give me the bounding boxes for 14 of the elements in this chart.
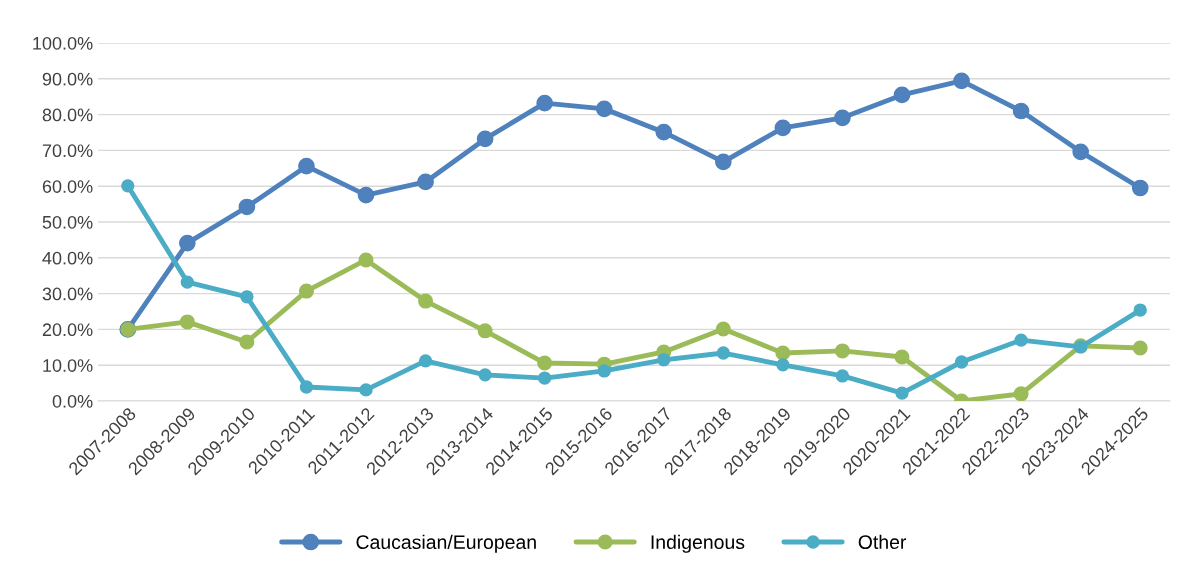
y-tick-label: 0.0% bbox=[52, 394, 93, 408]
y-tick-label: 80.0% bbox=[42, 108, 93, 122]
y-tick-label: 90.0% bbox=[42, 72, 93, 86]
y-tick-label: 50.0% bbox=[42, 215, 93, 229]
legend-label: Other bbox=[858, 534, 907, 550]
y-tick-label: 30.0% bbox=[42, 287, 93, 301]
y-tick-label: 60.0% bbox=[42, 180, 93, 193]
y-tick-label: 40.0% bbox=[42, 251, 93, 265]
y-tick-label: 20.0% bbox=[42, 323, 93, 337]
y-tick-label: 100.0% bbox=[33, 36, 93, 50]
legend-label: Caucasian/European bbox=[356, 534, 536, 553]
y-tick-label: 10.0% bbox=[43, 359, 93, 372]
y-tick-label: 70.0% bbox=[42, 144, 93, 158]
legend-label: Indigenous bbox=[651, 534, 745, 553]
